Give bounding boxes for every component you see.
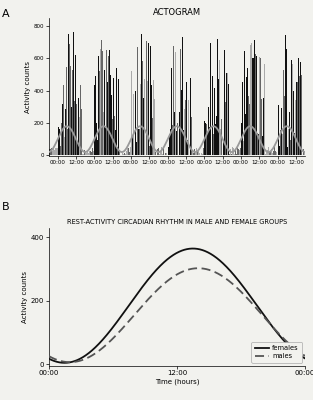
- Line: males: males: [49, 268, 305, 362]
- Y-axis label: Activity counts: Activity counts: [25, 61, 31, 113]
- females: [151, 272, 154, 276]
- males: [47, 354, 50, 358]
- Text: A: A: [2, 9, 9, 19]
- females: [47, 356, 50, 361]
- Text: B: B: [2, 202, 9, 212]
- males: [68, 360, 72, 364]
- Line: females: females: [49, 248, 305, 363]
- females: [223, 263, 227, 268]
- males: [303, 354, 307, 358]
- males: [151, 292, 154, 297]
- males: [197, 266, 200, 271]
- males: [247, 298, 251, 303]
- females: [191, 246, 195, 251]
- males: [223, 276, 227, 280]
- females: [252, 299, 256, 304]
- Title: REST-ACTIVITY CIRCADIAN RHYTHM IN MALE AND FEMALE GROUPS: REST-ACTIVITY CIRCADIAN RHYTHM IN MALE A…: [67, 219, 287, 225]
- females: [160, 262, 164, 267]
- males: [160, 283, 164, 288]
- X-axis label: Time (hours): Time (hours): [155, 379, 199, 386]
- Y-axis label: Activity counts: Activity counts: [22, 271, 28, 323]
- females: [73, 358, 77, 363]
- females: [63, 360, 66, 365]
- females: [247, 292, 251, 297]
- Title: ACTOGRAM: ACTOGRAM: [153, 8, 201, 17]
- males: [252, 303, 256, 308]
- females: [303, 356, 307, 361]
- Legend: females, males: females, males: [251, 342, 302, 363]
- males: [73, 360, 77, 364]
